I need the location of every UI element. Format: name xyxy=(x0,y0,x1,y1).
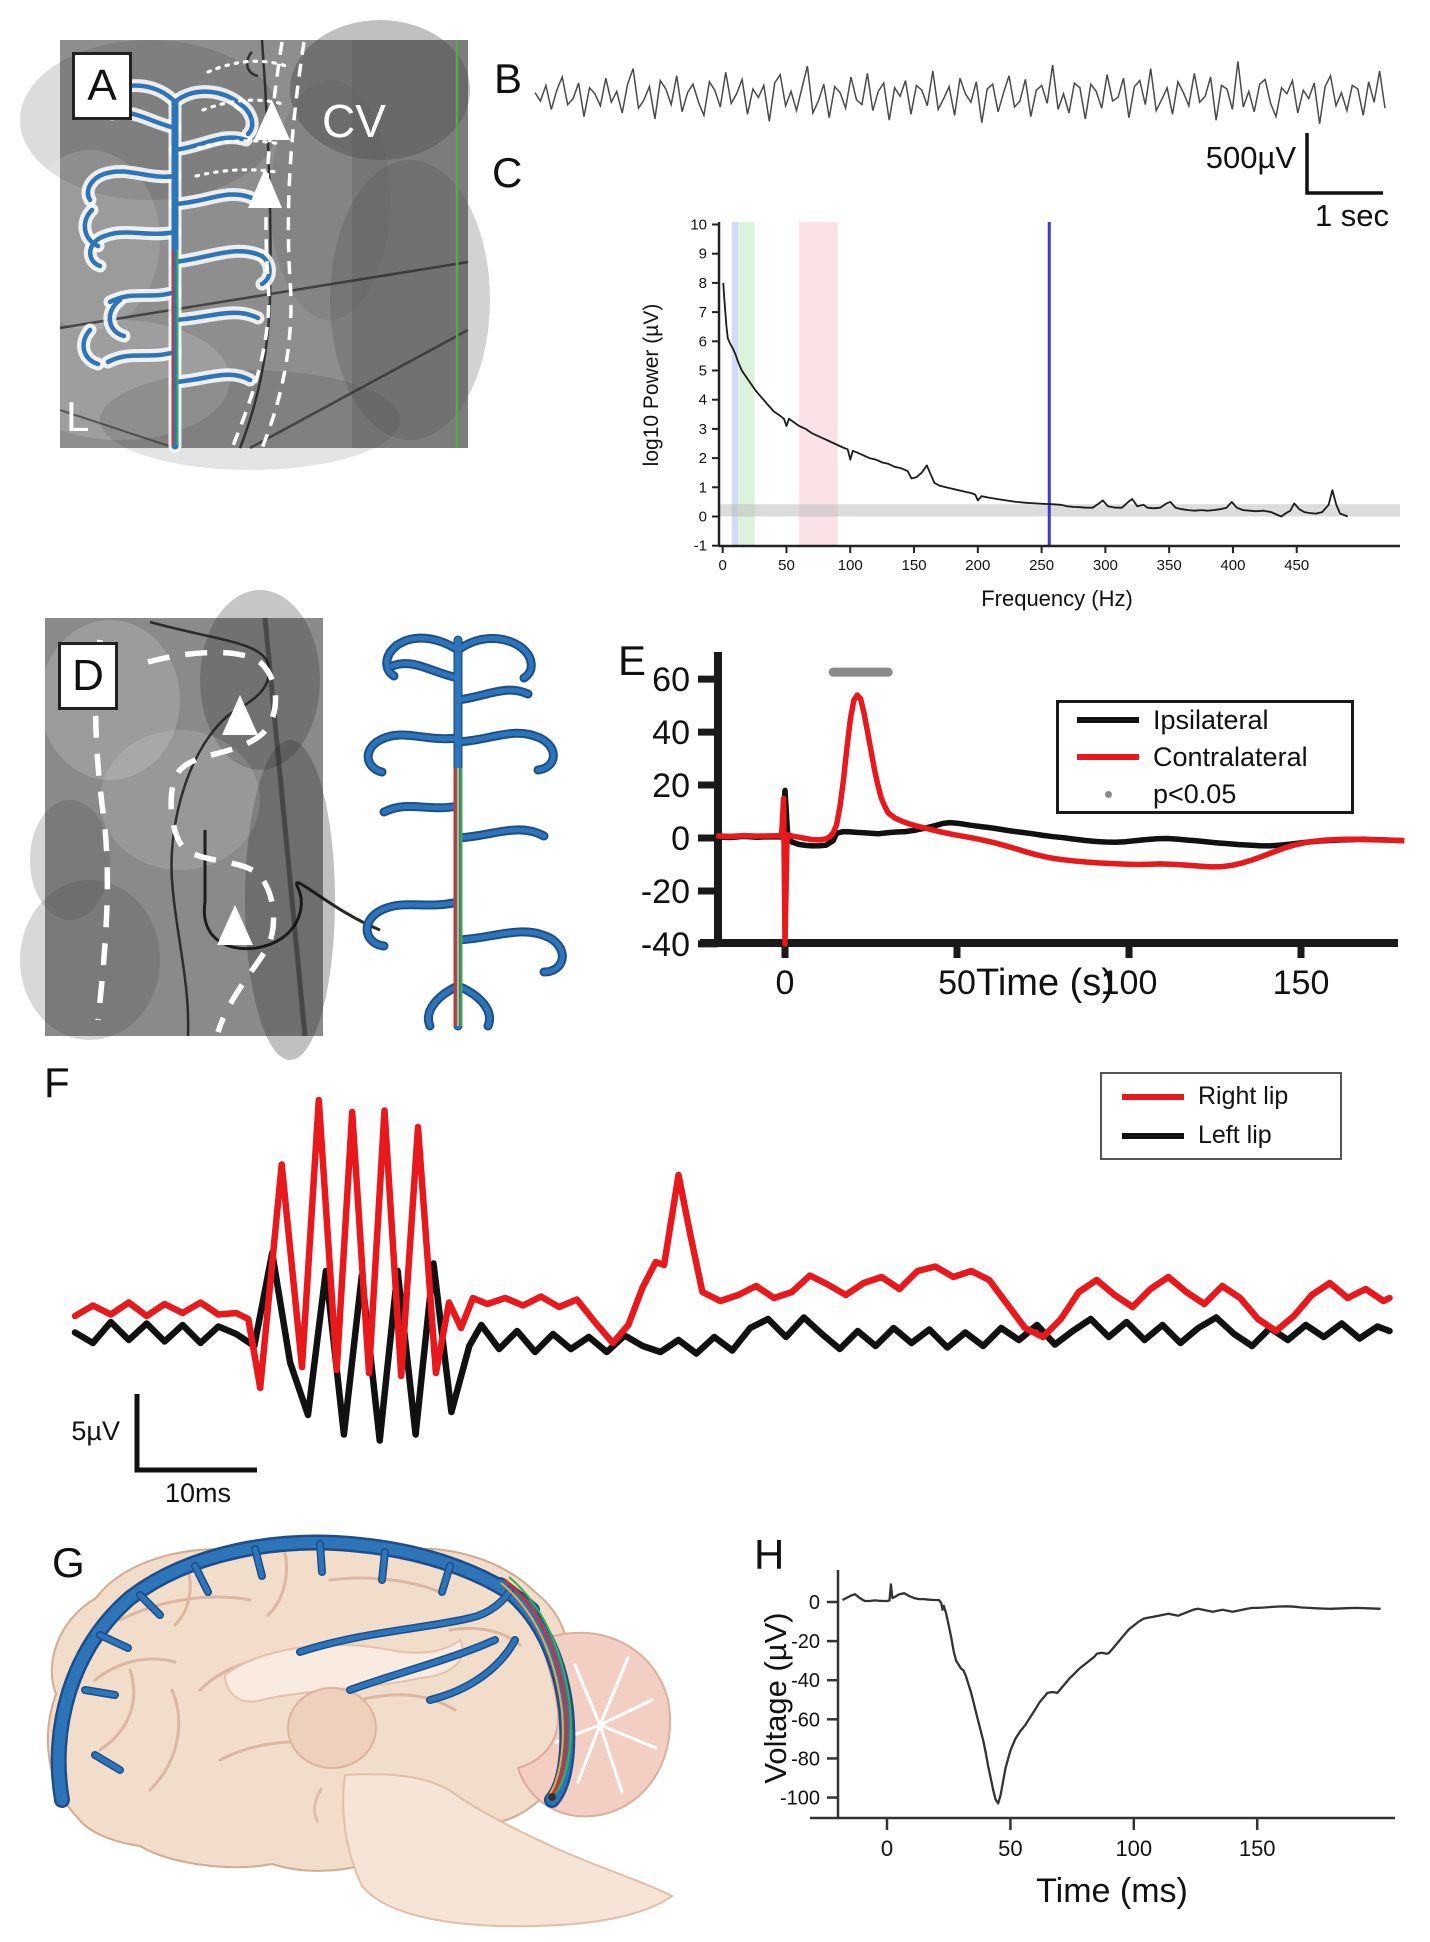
svg-text:150: 150 xyxy=(1273,964,1330,1002)
svg-text:100: 100 xyxy=(1101,964,1158,1002)
panel-c-label: C xyxy=(492,149,523,196)
legend-f: Right lip Left lip xyxy=(1100,1072,1342,1160)
svg-text:0: 0 xyxy=(809,1592,820,1614)
panel-d-vein-illustration xyxy=(362,633,567,1031)
panel-d-label: D xyxy=(58,642,118,710)
panel-a-venogram-image xyxy=(10,20,490,470)
c-x-axis-label: Frequency (Hz) xyxy=(981,586,1133,611)
svg-text:5: 5 xyxy=(699,363,707,380)
svg-text:20: 20 xyxy=(652,767,690,805)
scalebar-voltage-label-f: 5µV xyxy=(71,1416,120,1446)
panel-e-response-plot: 60 40 20 0 -20 -40 0 50 100 150 xyxy=(641,652,1405,1002)
panel-e-label: E xyxy=(618,637,647,684)
arrowhead-icon xyxy=(254,100,290,140)
panel-f-label: F xyxy=(44,1059,70,1106)
svg-text:150: 150 xyxy=(1239,1836,1276,1861)
e-x-axis-label: Time (s) xyxy=(976,962,1114,1004)
svg-text:7: 7 xyxy=(699,304,707,321)
legend-item-left-lip: Left lip xyxy=(1102,1121,1340,1150)
svg-text:-20: -20 xyxy=(791,1631,820,1653)
svg-text:50: 50 xyxy=(998,1836,1022,1861)
legend-label: Left lip xyxy=(1198,1121,1272,1149)
left-lip-line-swatch xyxy=(1122,1132,1184,1139)
h-x-axis-label: Time (ms) xyxy=(1036,1872,1188,1910)
band-beta xyxy=(738,222,755,546)
svg-text:50: 50 xyxy=(938,964,976,1002)
right-lip-line-swatch xyxy=(1122,1093,1184,1100)
legend-label: Right lip xyxy=(1198,1082,1289,1110)
svg-text:100: 100 xyxy=(838,557,863,574)
panel-g-label: G xyxy=(52,1539,85,1586)
panel-f-emg-traces xyxy=(71,1096,1393,1473)
ipsilateral-line-swatch xyxy=(1077,717,1139,723)
orientation-label-l: L xyxy=(66,393,90,440)
svg-text:-100: -100 xyxy=(780,1788,820,1810)
svg-text:0: 0 xyxy=(776,964,795,1002)
significance-dot-swatch xyxy=(1105,790,1112,798)
arrowhead-icon xyxy=(217,905,253,945)
panel-b-label: B xyxy=(494,55,523,102)
panel-h-label: H xyxy=(754,1531,785,1578)
svg-text:0: 0 xyxy=(699,509,707,526)
scalebar-voltage-label-b: 500µV xyxy=(1205,140,1296,175)
svg-text:300: 300 xyxy=(1093,557,1118,574)
svg-text:350: 350 xyxy=(1157,557,1182,574)
legend-item-contralateral: Contralateral xyxy=(1059,742,1351,773)
svg-text:0: 0 xyxy=(881,1836,893,1861)
c-y-axis-label: log10 Power (µV) xyxy=(640,303,663,467)
svg-text:400: 400 xyxy=(1220,557,1245,574)
panel-b-raw-trace xyxy=(534,61,1386,195)
band-alpha xyxy=(731,222,739,546)
h-y-axis-label: Voltage (µV) xyxy=(758,1612,793,1784)
svg-text:6: 6 xyxy=(699,333,707,350)
svg-text:100: 100 xyxy=(1115,1836,1152,1861)
contralateral-line-swatch xyxy=(1077,754,1139,760)
legend-label: Ipsilateral xyxy=(1153,704,1269,735)
scalebar-time-label-b: 1 sec xyxy=(1314,198,1390,233)
legend-item-pvalue: p<0.05 xyxy=(1059,779,1351,810)
svg-text:50: 50 xyxy=(778,557,795,574)
panel-h-evoked-potential: 0 -20 -40 -60 -80 -100 0 50 100 150 xyxy=(780,1570,1395,1861)
svg-text:3: 3 xyxy=(699,421,707,438)
panel-g-brain-illustration xyxy=(46,1534,674,1928)
svg-text:-80: -80 xyxy=(791,1748,820,1770)
svg-text:-1: -1 xyxy=(694,538,707,555)
arrowhead-icon xyxy=(248,168,282,208)
band-gamma xyxy=(799,222,838,546)
svg-text:-20: -20 xyxy=(641,873,690,911)
svg-text:200: 200 xyxy=(965,557,990,574)
legend-e: Ipsilateral Contralateral p<0.05 xyxy=(1056,700,1354,814)
svg-text:450: 450 xyxy=(1284,557,1309,574)
legend-label: p<0.05 xyxy=(1153,778,1237,809)
svg-text:2: 2 xyxy=(699,450,707,467)
svg-text:40: 40 xyxy=(652,714,690,752)
svg-text:60: 60 xyxy=(652,661,690,699)
panel-a-label: A xyxy=(72,52,132,120)
noise-floor-band xyxy=(719,504,1400,517)
svg-text:0: 0 xyxy=(671,820,690,858)
svg-text:0: 0 xyxy=(719,557,727,574)
legend-item-ipsilateral: Ipsilateral xyxy=(1059,705,1351,736)
svg-text:-40: -40 xyxy=(641,926,690,964)
panel-a-letter: A xyxy=(87,61,117,110)
svg-text:1: 1 xyxy=(699,479,707,496)
panel-d-letter: D xyxy=(72,651,104,700)
legend-label: Contralateral xyxy=(1153,741,1308,772)
svg-text:9: 9 xyxy=(699,246,707,263)
svg-text:4: 4 xyxy=(699,392,707,409)
scalebar-time-label-f: 10ms xyxy=(164,1478,232,1508)
vessel-label-cv: CV xyxy=(322,95,386,147)
legend-item-right-lip: Right lip xyxy=(1102,1082,1340,1111)
arrowhead-icon xyxy=(222,695,258,735)
svg-text:8: 8 xyxy=(699,275,707,292)
svg-text:-60: -60 xyxy=(791,1709,820,1731)
svg-text:10: 10 xyxy=(690,217,707,234)
svg-text:250: 250 xyxy=(1029,557,1054,574)
svg-text:150: 150 xyxy=(902,557,927,574)
svg-text:-40: -40 xyxy=(791,1670,820,1692)
